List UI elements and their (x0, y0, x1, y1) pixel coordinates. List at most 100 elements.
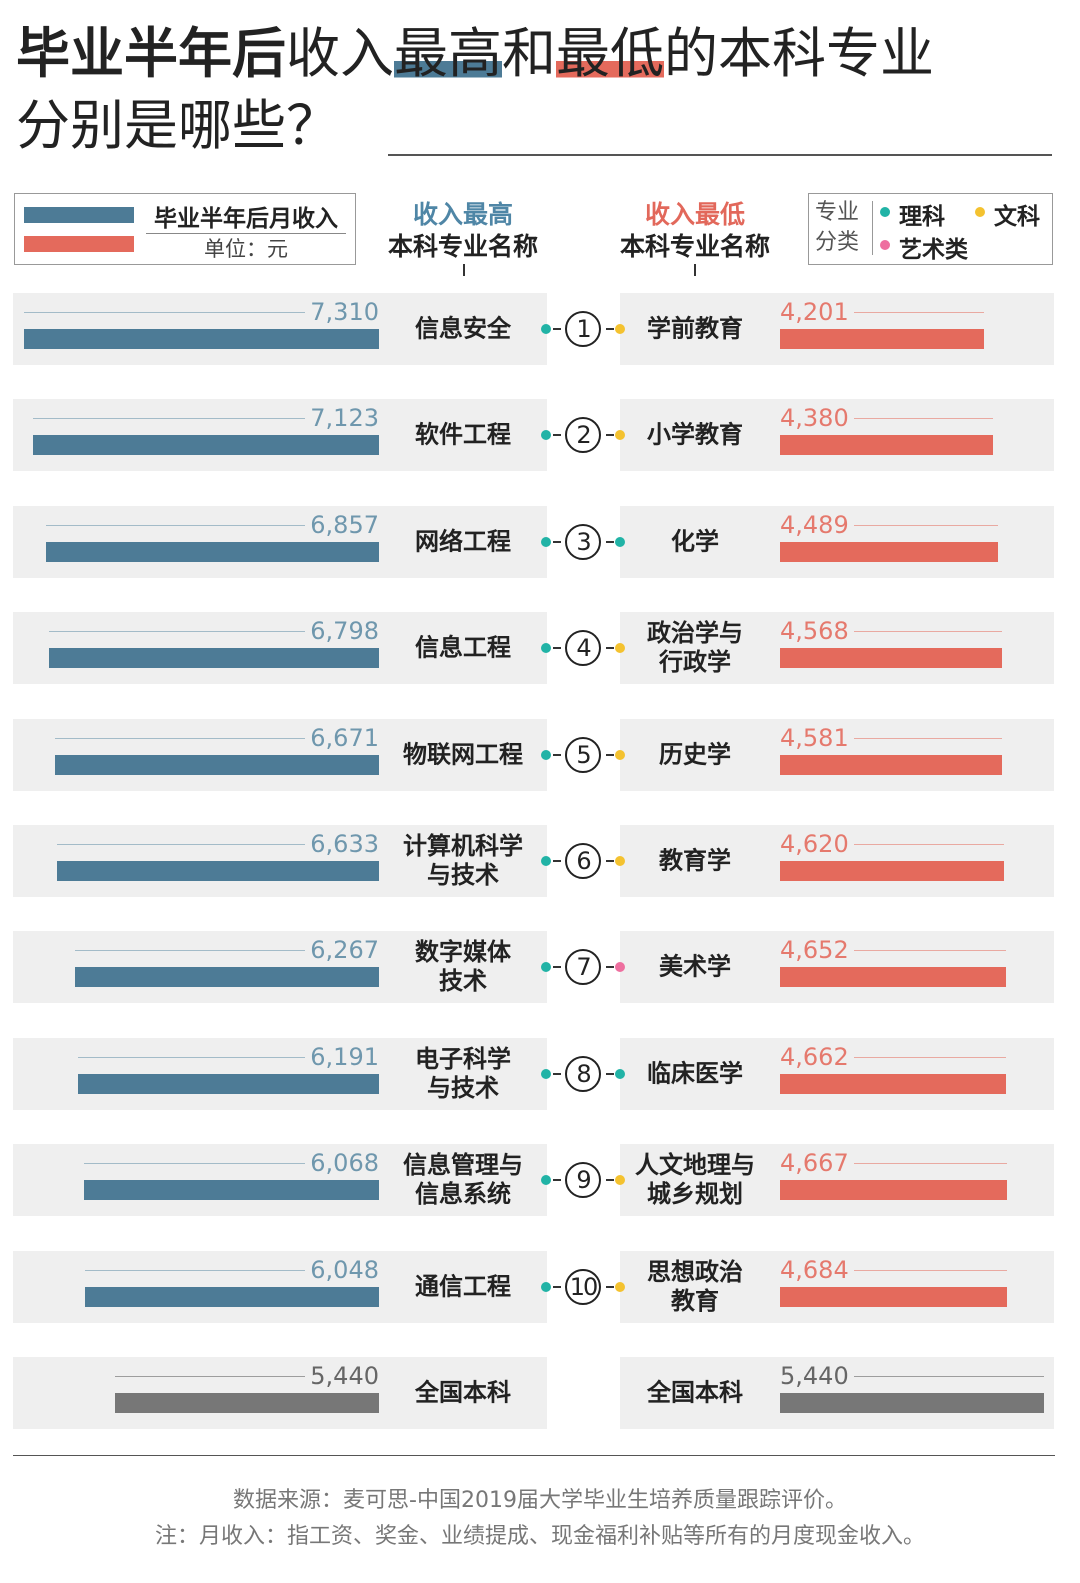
category-label: 物联网工程 (403, 740, 523, 769)
rank-circle: 5 (565, 736, 601, 773)
type-dot (541, 856, 551, 866)
bar (33, 435, 379, 456)
bar (780, 1180, 1007, 1201)
value-label: 4,201 (775, 299, 854, 325)
bar (48, 648, 379, 669)
guide-line (780, 950, 1006, 952)
bar (780, 329, 985, 349)
category-label: 美术学 (659, 952, 731, 981)
guide-line (780, 1056, 1007, 1058)
type-dot (615, 643, 625, 654)
guide-line (780, 844, 1005, 845)
legend-dot (975, 207, 985, 217)
type-dot (615, 962, 625, 973)
value-label: 4,568 (775, 618, 854, 645)
legend-item: 文科 (994, 204, 1040, 230)
category-label: 教育学 (659, 846, 731, 875)
tick (463, 264, 465, 276)
bar (780, 1073, 1007, 1094)
connector (553, 647, 561, 650)
value-label: 4,489 (775, 511, 854, 538)
type-dot (615, 1175, 625, 1186)
bar (55, 754, 379, 775)
value-label: 6,857 (305, 511, 384, 538)
type-dot (541, 324, 551, 334)
title-part: 分别是哪些？ (16, 94, 340, 157)
guide-line (74, 950, 379, 952)
value-label: 6,068 (305, 1150, 384, 1177)
connector (606, 540, 614, 543)
legend-label: 毕业半年后月收入 (146, 199, 346, 234)
category-label: 电子科学 与技术 (415, 1044, 511, 1102)
connector (553, 434, 561, 437)
bar (24, 329, 379, 349)
legend-item: 艺术类 (899, 237, 968, 263)
bar (780, 1286, 1008, 1307)
guide-line (85, 1269, 379, 1271)
type-dot (541, 1068, 551, 1079)
title-rule (388, 154, 1052, 156)
type-dot (541, 536, 551, 547)
value-label: 6,048 (305, 1256, 384, 1283)
category-label: 信息管理与 信息系统 (403, 1151, 523, 1209)
category-label: 思想政治 教育 (647, 1257, 743, 1315)
type-dot (615, 324, 625, 334)
value-label: 7,310 (305, 299, 384, 325)
category-label: 信息工程 (415, 633, 511, 662)
connector (553, 860, 561, 862)
category-label: 通信工程 (415, 1272, 511, 1301)
note: 注：月收入：指工资、奖金、业绩提成、现金福利补贴等所有的月度现金收入。 (154, 1524, 925, 1549)
guide-line (55, 737, 379, 739)
bar (780, 1393, 1045, 1413)
rank-circle: 4 (565, 630, 601, 667)
connector (553, 328, 561, 330)
category-label: 历史学 (659, 740, 731, 769)
legend-unit: 单位：元 (204, 237, 288, 261)
connector (553, 753, 561, 756)
category-label: 全国本科 (415, 1378, 511, 1407)
rank-circle: 1 (565, 311, 601, 347)
tick (694, 264, 696, 276)
bar (114, 1393, 379, 1413)
category-legend-title: 专业 分类 (815, 200, 860, 255)
column-header: 收入最低 (644, 200, 746, 229)
category-label: 学前教育 (647, 314, 743, 343)
bar (780, 648, 1002, 669)
guide-line (33, 418, 379, 420)
title-part: 收入 (286, 22, 394, 85)
category-label: 计算机科学 与技术 (403, 832, 523, 889)
connector (606, 860, 614, 862)
connector (553, 966, 561, 969)
rank-circle: 9 (565, 1162, 601, 1199)
value-label: 5,440 (305, 1363, 384, 1389)
guide-line (56, 844, 379, 845)
title: 毕业半年后收入最高和最低的本科专业 分别是哪些？ (16, 18, 934, 162)
type-dot (541, 1281, 551, 1292)
rank-circle: 10 (565, 1268, 601, 1305)
bar (84, 1180, 379, 1201)
value-label: 7,123 (305, 405, 384, 432)
type-dot (615, 430, 625, 441)
type-dot (615, 749, 625, 760)
legend-dot (880, 240, 890, 250)
connector (553, 540, 561, 543)
guide-line (780, 1269, 1008, 1271)
title-part: 和 (502, 22, 556, 85)
category-label: 全国本科 (647, 1378, 743, 1407)
type-dot (541, 643, 551, 654)
value-label: 4,662 (775, 1043, 854, 1070)
value-label: 4,684 (775, 1256, 854, 1283)
connector (606, 1072, 614, 1075)
type-dot (541, 1175, 551, 1186)
category-label: 网络工程 (415, 527, 511, 556)
legend-box (14, 193, 356, 265)
guide-line (45, 524, 379, 526)
bar (780, 861, 1005, 881)
value-label: 5,440 (775, 1363, 854, 1389)
category-label: 信息安全 (415, 314, 511, 343)
category-label: 化学 (671, 527, 719, 556)
value-label: 6,633 (305, 831, 384, 857)
rank-circle: 3 (565, 523, 601, 560)
category-label: 数字媒体 技术 (415, 938, 511, 996)
